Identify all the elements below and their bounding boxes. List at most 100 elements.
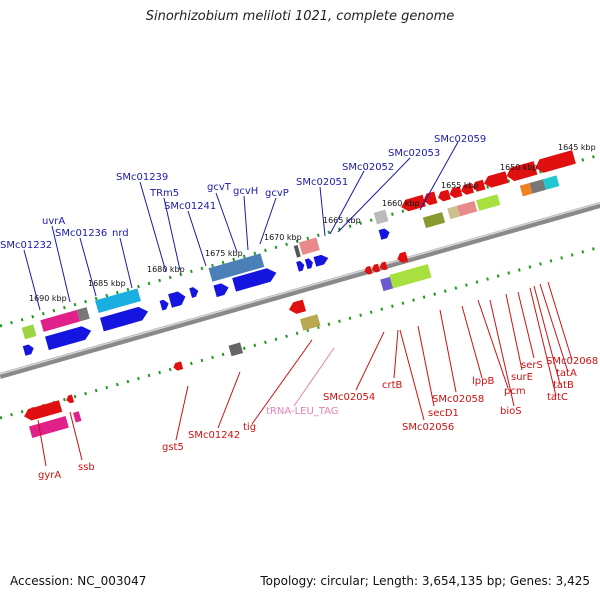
leader-line (517, 291, 535, 359)
feature-block[interactable] (373, 209, 389, 225)
feature-arrow[interactable] (482, 171, 509, 189)
gene-label-bottom[interactable]: serS (521, 360, 543, 371)
gene-label-bottom[interactable]: bioS (500, 406, 522, 417)
gene-label-top[interactable]: nrd (112, 228, 129, 239)
leader-line (217, 371, 241, 429)
leader-line (417, 325, 435, 407)
feature-arrow[interactable] (172, 361, 184, 371)
feature-arrow[interactable] (371, 263, 380, 274)
feature-arrow[interactable] (400, 194, 426, 213)
feature-arrow[interactable] (304, 258, 314, 270)
feature-arrow[interactable] (22, 343, 35, 356)
feature-block[interactable] (228, 342, 244, 357)
gene-label-top[interactable]: SMc02059 (434, 134, 486, 145)
leader-line (477, 299, 509, 389)
feature-block[interactable] (447, 205, 460, 220)
feature-block[interactable] (456, 200, 478, 217)
gene-label-top[interactable]: SMc01241 (164, 201, 216, 212)
gene-label-bottom[interactable]: ssb (78, 462, 95, 473)
gene-label-bottom[interactable]: pcm (504, 386, 526, 397)
gene-label-top[interactable]: SMc02051 (296, 177, 348, 188)
feature-block[interactable] (380, 276, 394, 292)
leader-line (393, 329, 399, 379)
feature-block[interactable] (529, 179, 546, 194)
gene-label-top[interactable]: SMc01236 (55, 228, 107, 239)
leader-line (23, 249, 41, 311)
gene-label-bottom[interactable]: SMc02056 (402, 422, 454, 433)
gene-label-bottom[interactable]: tatC (547, 392, 568, 403)
leader-line (439, 309, 457, 393)
gene-label-top[interactable]: SMc02053 (388, 148, 440, 159)
gene-label-top[interactable]: SMc01239 (116, 172, 168, 183)
map-title: Sinorhizobium meliloti 1021, complete ge… (145, 9, 455, 24)
feature-block[interactable] (476, 194, 501, 211)
feature-block[interactable] (519, 183, 533, 197)
gene-label-bottom[interactable]: gst5 (162, 442, 184, 453)
gene-label-top[interactable]: TRm5 (149, 188, 179, 199)
gene-label-top[interactable]: gcvH (233, 186, 258, 197)
gene-label-bottom[interactable]: SMc02068 (546, 356, 598, 367)
feature-arrow[interactable] (505, 161, 538, 183)
feature-block[interactable] (72, 411, 82, 423)
gene-label-top[interactable]: gcvP (265, 188, 289, 199)
feature-arrow[interactable] (45, 324, 93, 351)
feature-arrow[interactable] (448, 186, 463, 199)
feature-block[interactable] (95, 288, 141, 314)
feature-block[interactable] (389, 264, 432, 289)
gene-label-bottom[interactable]: SMc02058 (432, 394, 484, 405)
leader-line (489, 299, 515, 407)
feature-block[interactable] (40, 309, 81, 332)
feature-arrow[interactable] (22, 400, 63, 422)
feature-block[interactable] (298, 237, 320, 255)
leader-line (539, 283, 569, 373)
feature-arrow[interactable] (168, 290, 187, 308)
feature-arrow[interactable] (437, 189, 451, 203)
feature-arrow[interactable] (396, 251, 409, 264)
feature-arrow[interactable] (99, 305, 150, 332)
feature-arrow[interactable] (534, 150, 576, 174)
feature-arrow[interactable] (422, 191, 438, 206)
feature-block[interactable] (29, 416, 69, 438)
gene-label-top[interactable]: uvrA (42, 216, 65, 227)
gene-label-bottom[interactable]: tRNA-LEU_TAG (266, 406, 339, 417)
leader-line (51, 225, 71, 303)
feature-arrow[interactable] (296, 260, 305, 272)
feature-arrow[interactable] (159, 299, 170, 311)
gene-label-top[interactable]: SMc02052 (342, 162, 394, 173)
gene-label-bottom[interactable]: tatB (553, 380, 574, 391)
gene-label-bottom[interactable]: lppB (472, 376, 494, 387)
gene-label-bottom[interactable]: surE (511, 372, 533, 383)
feature-arrow[interactable] (213, 282, 230, 298)
gene-label-bottom[interactable]: SMc02054 (323, 392, 375, 403)
gene-label-bottom[interactable]: secD1 (428, 408, 459, 419)
feature-block[interactable] (542, 175, 560, 190)
feature-arrow[interactable] (378, 227, 391, 240)
leader-line (419, 141, 459, 211)
gene-label-bottom[interactable]: gyrA (38, 470, 61, 481)
feature-arrow[interactable] (65, 394, 75, 404)
feature-arrow[interactable] (460, 182, 474, 196)
feature-arrow[interactable] (189, 286, 199, 298)
feature-arrow[interactable] (287, 299, 307, 316)
leader-line (329, 170, 365, 235)
feature-block[interactable] (21, 324, 37, 340)
feature-arrow[interactable] (363, 265, 373, 276)
gene-label-top[interactable]: SMc01232 (0, 240, 52, 251)
feature-block[interactable] (422, 212, 446, 229)
bottom-labels: gyrA ssb gst5 SMc01242 tig tRNA-LEU_TAG … (38, 356, 598, 481)
gene-label-bottom[interactable]: tig (243, 422, 256, 433)
feature-arrow[interactable] (471, 179, 486, 193)
feature-arrow[interactable] (313, 253, 329, 267)
feature-arrow[interactable] (379, 261, 388, 271)
feature-block[interactable] (293, 244, 301, 258)
gene-label-bottom[interactable]: tatA (556, 368, 577, 379)
gene-label-top[interactable]: gcvT (207, 182, 232, 193)
feature-block[interactable] (299, 314, 321, 331)
ruler-labels: 1645 kbp 1650 kbp 1655 kbp 1660 kbp 1665… (29, 143, 596, 303)
gene-label-bottom[interactable]: crtB (382, 380, 403, 391)
feature-arrow[interactable] (232, 266, 278, 292)
ruler-label: 1670 kbp (264, 233, 302, 242)
feature-block[interactable] (76, 307, 90, 322)
gene-label-bottom[interactable]: SMc01242 (188, 430, 240, 441)
feature-block[interactable] (208, 253, 265, 282)
